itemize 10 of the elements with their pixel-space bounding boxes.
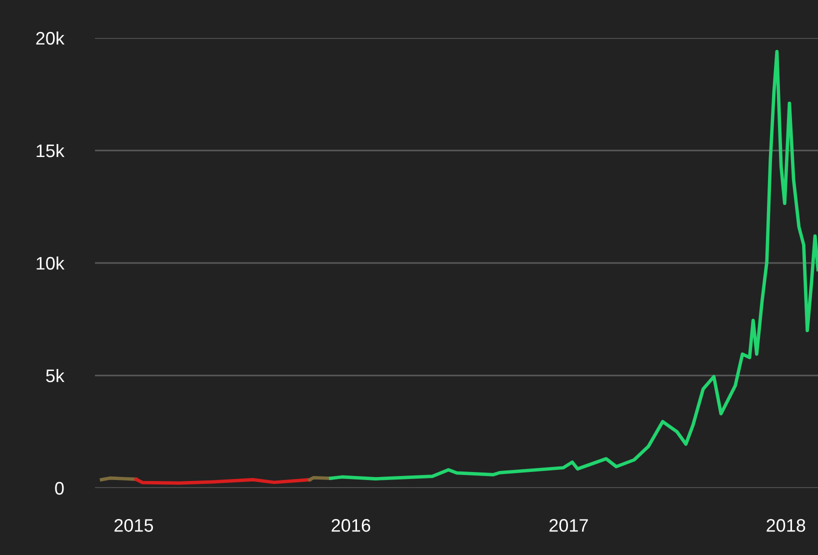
- y-tick-label: 20k: [36, 31, 64, 45]
- x-tick-label: 2015: [114, 519, 154, 532]
- x-tick-label: 2017: [549, 519, 588, 532]
- y-tick-label: 10k: [36, 256, 64, 270]
- y-tick-label: 5k: [46, 368, 64, 382]
- x-tick-label: 2016: [332, 519, 370, 532]
- y-tick-label: 15k: [36, 144, 64, 158]
- line-series: [328, 50, 818, 480]
- y-tick-label: 0: [55, 482, 64, 495]
- x-tick-label: 2018: [766, 519, 806, 532]
